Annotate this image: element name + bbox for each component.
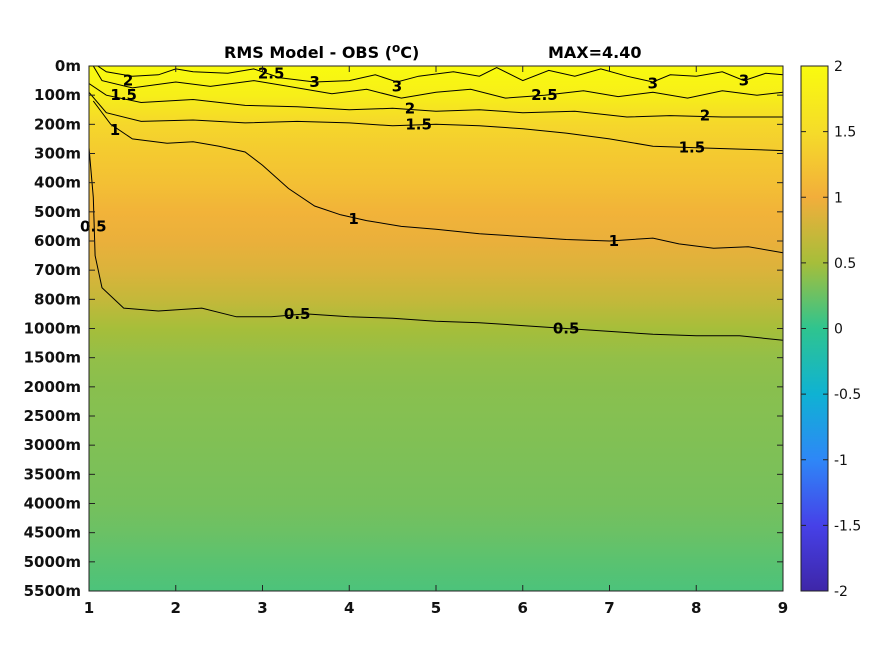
- y-tick-label: 400m: [34, 174, 81, 192]
- contour-label: 3: [309, 73, 319, 91]
- max-label: MAX=4.40: [548, 43, 642, 62]
- contour-label: 1: [348, 210, 358, 228]
- contour-label: 0.5: [553, 320, 580, 338]
- x-tick-label: 9: [778, 599, 788, 617]
- contour-label: 2.5: [531, 86, 558, 104]
- contour-1: [92, 100, 783, 254]
- y-tick-label: 100m: [34, 86, 81, 104]
- y-tick-label: 1000m: [24, 320, 81, 338]
- y-tick-label: 300m: [34, 145, 81, 163]
- x-tick-label: 8: [691, 599, 701, 617]
- y-tick-label: 200m: [34, 115, 81, 133]
- y-tick-label: 2500m: [24, 407, 81, 425]
- y-tick-label: 800m: [34, 290, 81, 308]
- contour-label: 2: [405, 99, 415, 117]
- chart-title: RMS Model - OBS (oC): [224, 41, 419, 62]
- x-tick-label: 7: [604, 599, 614, 617]
- x-tick-label: 5: [431, 599, 441, 617]
- y-tick-label: 5500m: [24, 582, 81, 600]
- heatmap-field: [89, 66, 783, 591]
- y-tick-label: 700m: [34, 261, 81, 279]
- contour-1.5: [89, 91, 783, 152]
- contour-label: 0.5: [80, 217, 107, 235]
- y-tick-label: 5000m: [24, 553, 81, 571]
- contour-label: 3: [392, 77, 402, 95]
- contour-label: 2.5: [258, 64, 285, 82]
- y-tick-label: 2000m: [24, 378, 81, 396]
- contour-label: 1: [110, 121, 120, 139]
- colorbar-tick-label: -2: [834, 584, 848, 600]
- y-tick-label: 4500m: [24, 524, 81, 542]
- contour-label: 1.5: [405, 115, 432, 133]
- y-tick-label: 500m: [34, 203, 81, 221]
- x-tick-label: 3: [257, 599, 267, 617]
- x-tick-label: 6: [518, 599, 528, 617]
- y-tick-label: 0m: [55, 57, 81, 75]
- contour-label: 3: [739, 72, 749, 90]
- colorbar: 2 1.5 1 0.5 0 -0.5 -1 -1.5 -2: [800, 59, 861, 600]
- y-tick-label: 1500m: [24, 349, 81, 367]
- colorbar-ticks: 2 1.5 1 0.5 0 -0.5 -1 -1.5 -2: [801, 59, 861, 600]
- x-tick-label: 2: [171, 599, 181, 617]
- title-main: RMS Model - OBS (: [224, 43, 392, 62]
- title-sup: o: [392, 41, 400, 55]
- y-tick-label: 600m: [34, 232, 81, 250]
- contour-label: 2: [700, 107, 710, 125]
- contour-label: 1.5: [679, 139, 706, 157]
- contour-2: [89, 83, 783, 118]
- contour-2.5: [92, 66, 783, 99]
- colorbar-tick-label: -1: [834, 453, 848, 469]
- plot-area: [89, 66, 783, 591]
- colorbar-tick-label: 0.5: [834, 256, 856, 272]
- contour-label: 2: [123, 72, 133, 90]
- contour-label: 3: [648, 75, 658, 93]
- contour-label: 1: [609, 232, 619, 250]
- y-tick-label: 4000m: [24, 495, 81, 513]
- contour-label: 0.5: [284, 305, 311, 323]
- colorbar-tick-label: 1: [834, 190, 843, 206]
- contour-0.5: [89, 147, 783, 341]
- title-unit: C): [400, 43, 419, 62]
- contour-3: [97, 66, 783, 83]
- colorbar-tick-label: 0: [834, 322, 843, 338]
- y-tick-label: 3500m: [24, 465, 81, 483]
- colorbar-tick-label: -0.5: [834, 387, 861, 403]
- x-tick-label: 1: [84, 599, 94, 617]
- contour-label: 1.5: [110, 86, 137, 104]
- colorbar-tick-label: 2: [834, 59, 843, 75]
- y-axis: 0m 100m 200m 300m 400m 500m 600m 700m 800m 1000m 1…: [24, 57, 783, 600]
- contour-lines: [89, 66, 783, 341]
- colorbar-tick-label: -1.5: [834, 518, 861, 534]
- x-tick-label: 4: [344, 599, 354, 617]
- colorbar-tick-label: 1.5: [834, 125, 856, 141]
- y-tick-label: 3000m: [24, 436, 81, 454]
